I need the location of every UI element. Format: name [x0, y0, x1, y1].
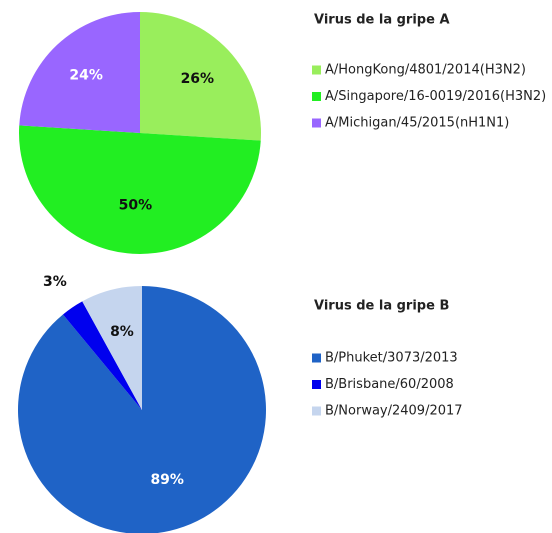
legend-swatch: [312, 406, 321, 416]
legend-swatch: [312, 118, 321, 128]
legend-label: B/Brisbane/60/2008: [325, 377, 454, 392]
legend-swatch: [312, 380, 321, 389]
pie-slice: [19, 125, 261, 254]
data-label: 24%: [69, 68, 103, 84]
data-label: 89%: [150, 472, 184, 488]
legend-label: A/HongKong/4801/2014(H3N2): [325, 63, 526, 78]
data-label: 26%: [181, 71, 215, 87]
chart-title: Virus de la gripe B: [314, 299, 449, 314]
legend-label: B/Phuket/3073/2013: [325, 351, 458, 366]
legend-label: A/Michigan/45/2015(nH1N1): [325, 116, 509, 131]
pie-slice: [19, 12, 140, 133]
data-label: 8%: [110, 324, 134, 340]
pie-slice: [82, 286, 142, 410]
legend-label: B/Norway/2409/2017: [325, 404, 463, 419]
pie-slice: [140, 12, 261, 141]
data-label: 3%: [43, 274, 67, 290]
pie-slice: [18, 286, 266, 533]
pie-slice: [62, 301, 142, 410]
legend-label: A/Singapore/16-0019/2016(H3N2): [325, 89, 546, 104]
chart-title: Virus de la gripe A: [314, 13, 450, 28]
legend-swatch: [312, 92, 321, 101]
data-label: 50%: [119, 197, 153, 213]
legend-swatch: [312, 353, 321, 363]
legend-swatch: [312, 65, 321, 75]
